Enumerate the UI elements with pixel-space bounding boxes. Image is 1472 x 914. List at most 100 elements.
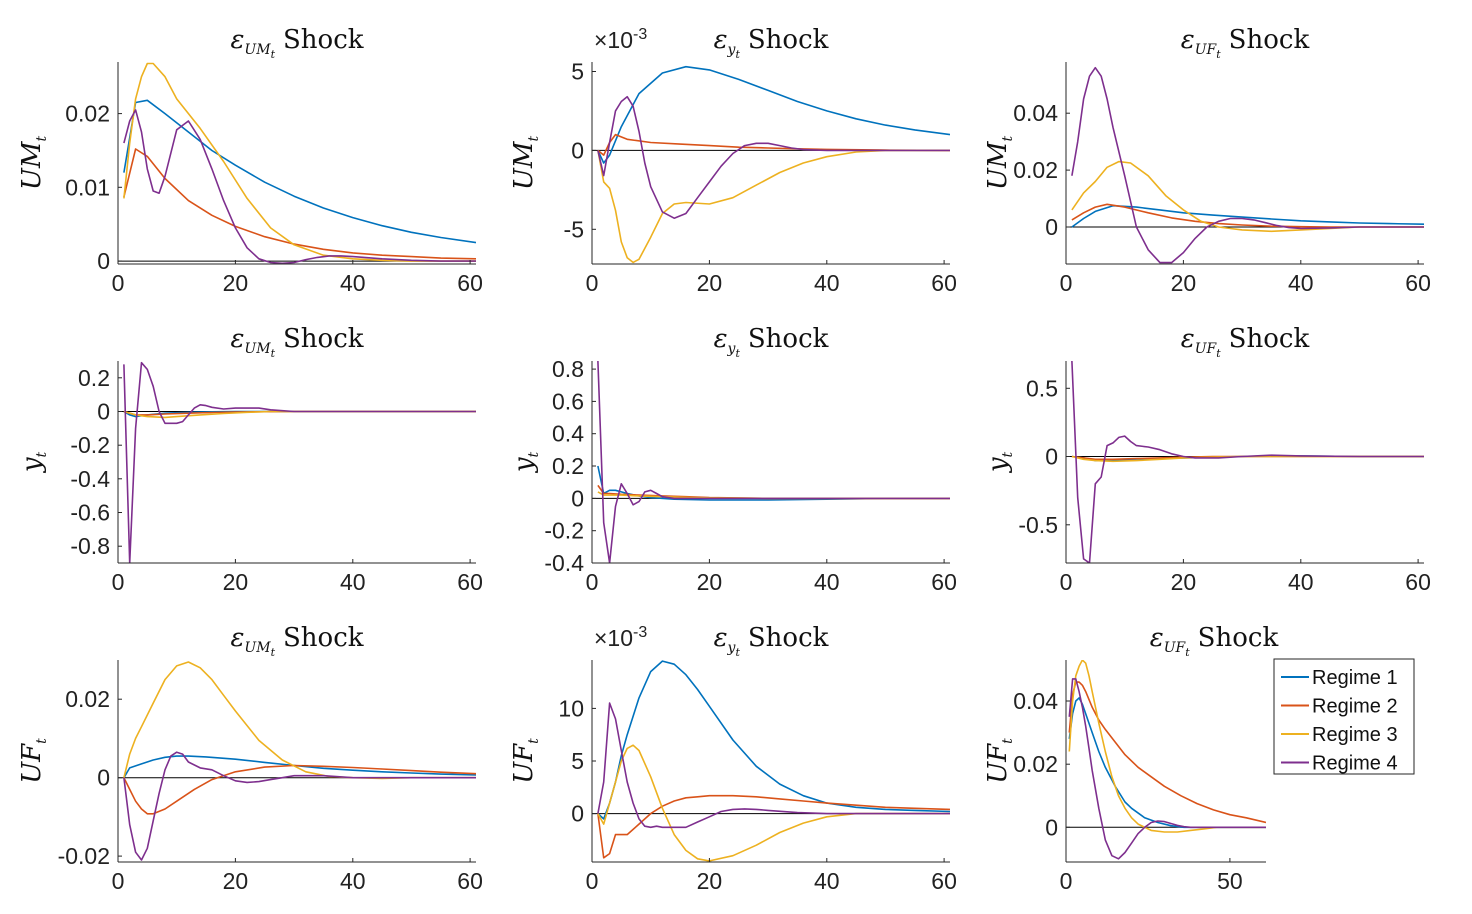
x-tick-label: 40 [1288, 270, 1314, 296]
series-group [123, 361, 476, 563]
series-group [123, 62, 476, 264]
panel-1-1: 0 20 40 60 0 0.01 0.02 εUMt Shock UMt [17, 25, 483, 296]
y-tick-label: 0 [97, 765, 110, 791]
series-group [1071, 66, 1424, 264]
legend-box [1273, 658, 1415, 775]
x-tick-label: 40 [814, 868, 840, 894]
y-tick-label: 0.02 [1013, 157, 1058, 183]
series-group [123, 661, 476, 861]
y-tick-label: 0.02 [1013, 751, 1058, 777]
panel-2-1: 0 20 40 60 -0.8 -0.6 -0.4 -0.2 0 0.2 εUMt Shock yt [17, 324, 483, 595]
y-axis-label: UMt [983, 136, 1016, 191]
series-line-4 [1071, 361, 1424, 563]
x-tick-label: 0 [112, 569, 125, 595]
series-line-3 [1071, 160, 1424, 233]
series-line-3 [123, 62, 476, 262]
y-axis-label: UMt [17, 136, 50, 191]
y-tick-label: 5 [571, 59, 584, 85]
y-tick-label: 0.8 [552, 356, 584, 382]
y-tick-label: 0.5 [1026, 375, 1058, 401]
x-tick-label: 60 [1405, 569, 1431, 595]
panel-2-3: 0 20 40 60 -0.5 0 0.5 εUFt Shock yt [983, 324, 1431, 595]
y-axis-label: yt [509, 451, 542, 473]
y-tick-label: -0.5 [1018, 512, 1058, 538]
y-tick-label: 0.4 [552, 421, 584, 447]
legend-label: Regime 2 [1312, 696, 1398, 718]
panel-3-3: 0 50 0 0.02 0.04 εUFt Shock UFt [983, 623, 1278, 894]
y-axis-label: UMt [509, 136, 542, 191]
y-tick-label: -0.8 [70, 533, 110, 559]
y-tick-label: -0.6 [70, 500, 110, 526]
series-line-4 [1071, 66, 1424, 264]
y-axis-label: yt [17, 451, 50, 473]
x-tick-label: 0 [1060, 270, 1073, 296]
x-tick-label: 40 [814, 270, 840, 296]
panel-title: εUMt Shock [230, 324, 363, 360]
y-tick-label: 0.04 [1013, 100, 1058, 126]
series-line-4 [597, 702, 950, 829]
legend: Regime 1 Regime 2 Regime 3 Regime 4 [1273, 658, 1415, 775]
y-tick-label: 10 [558, 695, 584, 721]
y-tick-label: 0 [571, 485, 584, 511]
panel-title: εUMt Shock [230, 25, 363, 61]
y-axis-label: UFt [509, 738, 542, 784]
y-tick-label: 0.01 [65, 174, 110, 200]
x-tick-label: 60 [457, 569, 483, 595]
x-tick-label: 20 [697, 270, 723, 296]
panel-title: εyt Shock [714, 25, 829, 61]
panel-title: εUFt Shock [1181, 25, 1310, 61]
y-axis-label: UFt [17, 738, 50, 784]
panel-title: εyt Shock [714, 623, 829, 659]
x-tick-label: 0 [1060, 569, 1073, 595]
series-group [1068, 660, 1266, 860]
series-line-1 [597, 65, 950, 164]
y-tick-label: 0 [571, 801, 584, 827]
x-tick-label: 0 [112, 868, 125, 894]
y-axis-label: UFt [983, 738, 1016, 784]
y-tick-label: 0 [1045, 214, 1058, 240]
y-tick-label: 0.02 [65, 686, 110, 712]
panel-title: εyt Shock [714, 324, 829, 360]
x-tick-label: 0 [586, 868, 599, 894]
y-tick-label: 0 [1045, 444, 1058, 470]
x-tick-label: 60 [931, 868, 957, 894]
x-tick-label: 60 [1405, 270, 1431, 296]
x-tick-label: 20 [223, 569, 249, 595]
series-line-3 [123, 661, 476, 780]
y-tick-label: 0 [97, 399, 110, 425]
legend-label: Regime 3 [1312, 724, 1398, 746]
x-tick-label: 20 [697, 569, 723, 595]
x-tick-label: 0 [586, 569, 599, 595]
series-line-4 [123, 361, 476, 563]
x-tick-label: 40 [814, 569, 840, 595]
axis-multiplier: ×10-3 [594, 624, 647, 651]
y-tick-label: -5 [564, 216, 584, 242]
y-tick-label: 0.6 [552, 388, 584, 414]
series-group [597, 660, 950, 862]
panel-1-2: 0 20 40 60 -5 0 5 εyt Shock UMt ×10-3 [509, 25, 957, 296]
series-line-4 [597, 361, 950, 563]
x-tick-label: 60 [457, 270, 483, 296]
panel-1-3: 0 20 40 60 0 0.02 0.04 εUFt Shock UMt [983, 25, 1431, 296]
series-line-4 [123, 751, 476, 861]
x-tick-label: 0 [112, 270, 125, 296]
x-tick-label: 20 [1171, 270, 1197, 296]
y-tick-label: 0.04 [1013, 688, 1058, 714]
legend-label: Regime 1 [1312, 667, 1398, 689]
series-line-1 [597, 660, 950, 820]
x-tick-label: 60 [457, 868, 483, 894]
y-tick-label: -0.4 [544, 550, 584, 576]
y-tick-label: 0 [97, 248, 110, 274]
y-tick-label: 0.02 [65, 101, 110, 127]
panel-title: εUFt Shock [1181, 324, 1310, 360]
series-line-2 [597, 794, 950, 859]
y-tick-label: -0.4 [70, 466, 110, 492]
series-group [1071, 361, 1424, 563]
panel-3-2: 0 20 40 60 0 5 10 εyt Shock UFt ×10-3 [509, 623, 957, 894]
axis-multiplier: ×10-3 [594, 26, 647, 53]
y-tick-label: 0.2 [552, 453, 584, 479]
y-axis-label: yt [983, 451, 1016, 473]
series-line-1 [123, 755, 476, 779]
